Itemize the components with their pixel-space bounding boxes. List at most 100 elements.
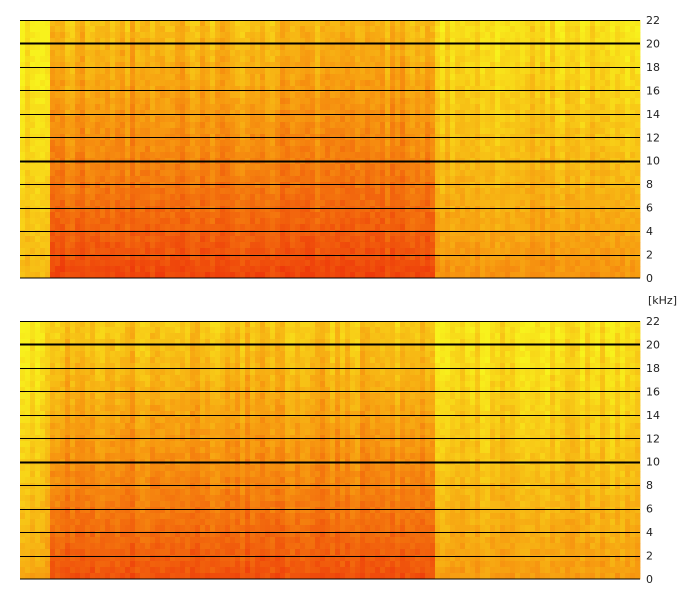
heatmap-cell [75,248,81,255]
heatmap-cell [130,260,136,267]
heatmap-cell [595,188,601,195]
heatmap-cell [265,62,271,69]
heatmap-cell [20,188,26,195]
heatmap-cell [560,266,566,273]
heatmap-cell [410,32,416,39]
heatmap-cell [225,32,231,39]
heatmap-cell [285,68,291,75]
heatmap-cell [430,32,436,39]
heatmap-cell [435,110,441,117]
heatmap-cell [420,140,426,147]
heatmap-cell [110,98,116,105]
heatmap-cell [225,230,231,237]
heatmap-cell [255,266,261,273]
heatmap-cell [210,236,216,243]
heatmap-cell [590,206,596,213]
heatmap-cell [135,212,141,219]
heatmap-cell [225,182,231,189]
heatmap-cell [155,176,161,183]
heatmap-cell [210,56,216,63]
heatmap-cell [100,116,106,123]
heatmap-cell [285,176,291,183]
heatmap-cell [150,98,156,105]
heatmap-cell [530,50,536,57]
heatmap-cell [95,92,101,99]
heatmap-cell [490,20,496,27]
heatmap-cell [155,98,161,105]
heatmap-cell [425,92,431,99]
heatmap-cell [105,146,111,153]
heatmap-cell [435,86,441,93]
heatmap-cell [470,248,476,255]
heatmap-cell [235,110,241,117]
heatmap-cell [470,80,476,87]
heatmap-cell [320,230,326,237]
heatmap-cell [65,56,71,63]
heatmap-cell [510,62,516,69]
heatmap-cell [395,230,401,237]
heatmap-cell [525,188,531,195]
heatmap-cell [540,74,546,81]
heatmap-cell [260,266,266,273]
heatmap-cell [545,110,551,117]
heatmap-cell [440,110,446,117]
heatmap-cell [270,38,276,45]
heatmap-cell [525,110,531,117]
heatmap-cell [570,182,576,189]
heatmap-cell [300,80,306,87]
heatmap-cell [580,206,586,213]
heatmap-cell [70,152,76,159]
heatmap-cell [280,32,286,39]
heatmap-cell [550,164,556,171]
heatmap-cell [230,242,236,249]
heatmap-cell [280,26,286,33]
heatmap-cell [50,248,56,255]
heatmap-cell [225,122,231,129]
heatmap-cell [270,224,276,231]
heatmap-cell [35,50,41,57]
heatmap-cell [505,128,511,135]
heatmap-cell [285,266,291,273]
heatmap-cell [40,98,46,105]
heatmap-cell [435,152,441,159]
heatmap-cell [200,218,206,225]
heatmap-cell [300,176,306,183]
heatmap-cell [305,56,311,63]
heatmap-cell [195,194,201,201]
heatmap-cell [415,218,421,225]
heatmap-cell [180,248,186,255]
heatmap-cell [395,32,401,39]
heatmap-cell [125,212,131,219]
heatmap-cell [530,272,536,279]
heatmap-cell [460,116,466,123]
heatmap-cell [280,80,286,87]
heatmap-cell [420,110,426,117]
heatmap-cell [110,110,116,117]
heatmap-cell [80,236,86,243]
heatmap-cell [185,98,191,105]
heatmap-cell [585,254,591,261]
heatmap-cell [75,170,81,177]
heatmap-cell [360,50,366,57]
heatmap-cells [20,20,641,279]
heatmap-cell [200,224,206,231]
heatmap-cell [210,20,216,27]
heatmap-cell [300,74,306,81]
heatmap-cell [490,56,496,63]
heatmap-cell [195,266,201,273]
heatmap-cell [45,260,51,267]
heatmap-cell [365,170,371,177]
heatmap-cell [335,254,341,261]
heatmap-cell [585,110,591,117]
heatmap-cell [415,194,421,201]
heatmap-cell [270,86,276,93]
heatmap-cell [470,50,476,57]
heatmap-cell [150,50,156,57]
heatmap-cell [505,230,511,237]
heatmap-cell [145,212,151,219]
heatmap-cell [280,68,286,75]
heatmap-cell [570,98,576,105]
heatmap-cell [215,200,221,207]
heatmap-cell [250,86,256,93]
heatmap-cell [580,170,586,177]
